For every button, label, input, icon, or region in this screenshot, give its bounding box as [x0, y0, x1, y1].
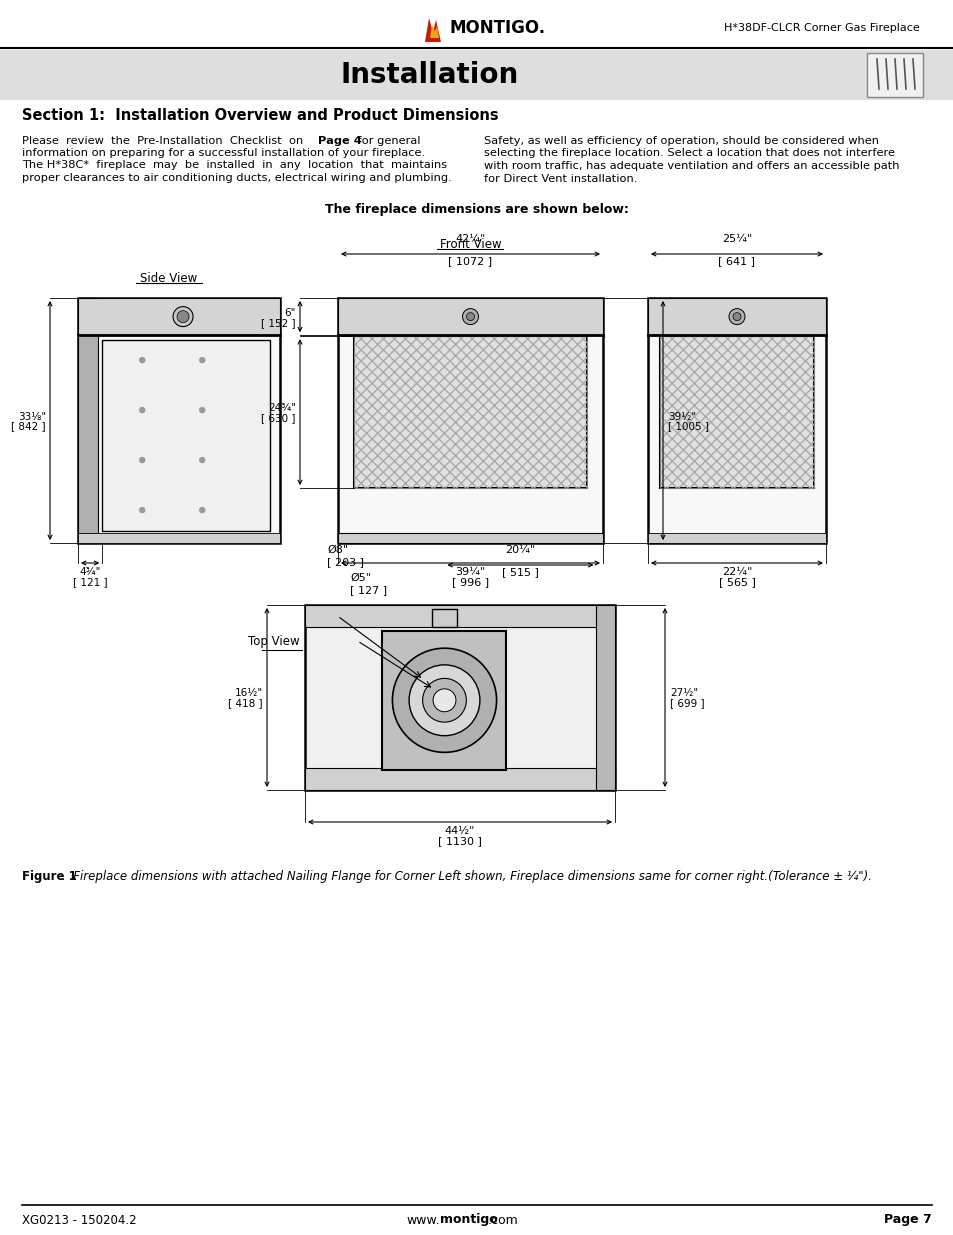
Text: .  Fireplace dimensions with attached Nailing Flange for Corner Left shown, Fire: . Fireplace dimensions with attached Nai… [62, 869, 871, 883]
Text: Ø8": Ø8" [327, 545, 348, 555]
Bar [78, 298, 280, 335]
Bar [305, 605, 615, 790]
Text: Please  review  the  Pre-Installation  Checklist  on: Please review the Pre-Installation Check… [22, 136, 307, 146]
Text: 6": 6" [284, 308, 295, 317]
Text: The fireplace dimensions are shown below:: The fireplace dimensions are shown below… [325, 204, 628, 216]
Bar [337, 298, 602, 335]
Text: Top View: Top View [248, 636, 299, 648]
Bar [337, 298, 602, 543]
Text: [ 515 ]: [ 515 ] [501, 567, 538, 577]
Text: [ 565 ]: [ 565 ] [718, 577, 755, 587]
Circle shape [199, 508, 205, 513]
Text: Safety, as well as efficiency of operation, should be considered when: Safety, as well as efficiency of operati… [483, 136, 878, 146]
Text: www.: www. [406, 1214, 439, 1226]
Circle shape [422, 678, 466, 722]
Text: 27½": 27½" [669, 688, 698, 699]
Text: selecting the fireplace location. Select a location that does not interfere: selecting the fireplace location. Select… [483, 148, 894, 158]
Circle shape [177, 311, 189, 322]
Text: [ 203 ]: [ 203 ] [327, 557, 364, 567]
Bar [647, 298, 825, 335]
Circle shape [462, 309, 478, 325]
Text: .com: .com [488, 1214, 518, 1226]
Text: [ 418 ]: [ 418 ] [228, 699, 263, 709]
Circle shape [728, 309, 744, 325]
Text: [ 842 ]: [ 842 ] [11, 421, 46, 431]
Circle shape [139, 508, 145, 513]
Circle shape [199, 458, 205, 463]
Text: Installation: Installation [340, 61, 518, 89]
Bar [647, 298, 825, 543]
Text: Front View: Front View [439, 237, 500, 251]
Circle shape [139, 358, 145, 363]
Text: The H*38C*  fireplace  may  be  installed  in  any  location  that  maintains: The H*38C* fireplace may be installed in… [22, 161, 447, 170]
Text: Side View: Side View [140, 272, 197, 284]
Bar [432, 609, 456, 627]
Polygon shape [424, 19, 440, 42]
Text: MONTIGO.: MONTIGO. [450, 19, 545, 37]
Text: Ø5": Ø5" [350, 573, 371, 583]
Text: information on preparing for a successful installation of your fireplace.: information on preparing for a successfu… [22, 148, 425, 158]
Text: [ 996 ]: [ 996 ] [452, 577, 489, 587]
Text: 39¼": 39¼" [455, 567, 485, 577]
Text: Section 1:  Installation Overview and Product Dimensions: Section 1: Installation Overview and Pro… [22, 107, 498, 122]
Text: H*38DF-CLCR Corner Gas Fireplace: H*38DF-CLCR Corner Gas Fireplace [723, 23, 919, 33]
Text: [ 1005 ]: [ 1005 ] [667, 421, 708, 431]
Bar [102, 340, 270, 531]
Circle shape [139, 458, 145, 463]
Text: montigo: montigo [439, 1214, 497, 1226]
Circle shape [172, 306, 193, 326]
Text: [ 1072 ]: [ 1072 ] [448, 256, 492, 266]
Text: 4¾": 4¾" [79, 567, 101, 577]
Text: 25¼": 25¼" [721, 233, 751, 245]
Text: [ 699 ]: [ 699 ] [669, 699, 704, 709]
Circle shape [433, 689, 456, 711]
Text: [ 127 ]: [ 127 ] [350, 585, 387, 595]
Bar [659, 336, 813, 488]
Bar [354, 336, 586, 488]
Bar [382, 631, 506, 769]
Bar [78, 298, 98, 543]
Text: 33⅛": 33⅛" [18, 411, 46, 421]
Bar [596, 605, 615, 790]
Text: 20¼": 20¼" [505, 545, 535, 555]
Bar [78, 534, 280, 543]
Text: for Direct Vent installation.: for Direct Vent installation. [483, 173, 637, 184]
Circle shape [199, 358, 205, 363]
Text: 24¾": 24¾" [268, 403, 295, 414]
Bar [78, 298, 280, 543]
Text: 22¼": 22¼" [721, 567, 751, 577]
Circle shape [409, 664, 479, 736]
Bar [0, 49, 953, 100]
Circle shape [466, 312, 474, 321]
Text: with room traffic, has adequate ventilation and offers an accessible path: with room traffic, has adequate ventilat… [483, 161, 899, 170]
Circle shape [732, 312, 740, 321]
Text: [ 152 ]: [ 152 ] [261, 317, 295, 327]
Circle shape [392, 648, 497, 752]
Text: Page 7: Page 7 [883, 1214, 931, 1226]
Text: 44½": 44½" [444, 826, 475, 836]
Text: for general: for general [354, 136, 420, 146]
Circle shape [199, 408, 205, 412]
Text: [ 641 ]: [ 641 ] [718, 256, 755, 266]
Text: proper clearances to air conditioning ducts, electrical wiring and plumbing.: proper clearances to air conditioning du… [22, 173, 452, 183]
Bar [337, 534, 602, 543]
Text: 42¼": 42¼" [455, 233, 485, 245]
Text: XG0213 - 150204.2: XG0213 - 150204.2 [22, 1214, 136, 1226]
Bar [659, 336, 813, 488]
Text: Figure 1: Figure 1 [22, 869, 76, 883]
Polygon shape [430, 25, 438, 38]
Bar [647, 534, 825, 543]
Text: [ 121 ]: [ 121 ] [72, 577, 108, 587]
Bar [354, 336, 586, 488]
Text: Page 4: Page 4 [317, 136, 361, 146]
Text: [ 1130 ]: [ 1130 ] [437, 836, 481, 846]
Bar [866, 53, 923, 98]
Circle shape [139, 408, 145, 412]
Text: 39½": 39½" [667, 411, 696, 421]
Text: 16½": 16½" [234, 688, 263, 699]
Text: [ 630 ]: [ 630 ] [261, 414, 295, 424]
Bar [305, 768, 615, 790]
Bar [305, 605, 615, 627]
